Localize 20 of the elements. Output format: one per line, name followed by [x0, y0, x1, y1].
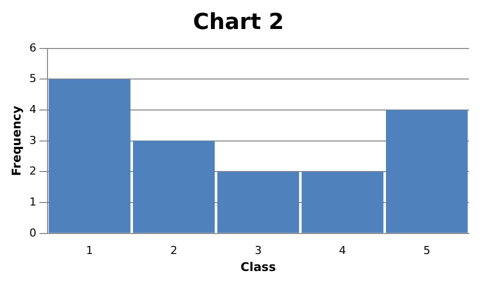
bar [48, 79, 130, 233]
y-tick-label: 4 [29, 102, 36, 116]
y-tick-label: 2 [29, 164, 36, 178]
y-tick-label: 0 [29, 226, 36, 240]
y-tick-label: 3 [29, 134, 36, 147]
y-tick-label: 1 [29, 195, 36, 208]
x-tick-label: 3 [254, 244, 262, 257]
y-axis-title: Frequency [9, 106, 24, 176]
x-tick-label: 4 [339, 244, 346, 257]
x-tick-label: 1 [86, 244, 94, 257]
y-tick-label: 6 [29, 41, 36, 54]
bar [217, 172, 300, 233]
chart-title: Chart 2 [193, 10, 284, 35]
x-tick-label: 5 [423, 244, 430, 257]
bar [302, 172, 384, 233]
bar [132, 140, 215, 233]
x-tick-label: 2 [170, 244, 178, 257]
x-axis-title: Class [240, 260, 276, 274]
y-tick-label: 5 [29, 72, 36, 86]
bar [386, 110, 468, 233]
